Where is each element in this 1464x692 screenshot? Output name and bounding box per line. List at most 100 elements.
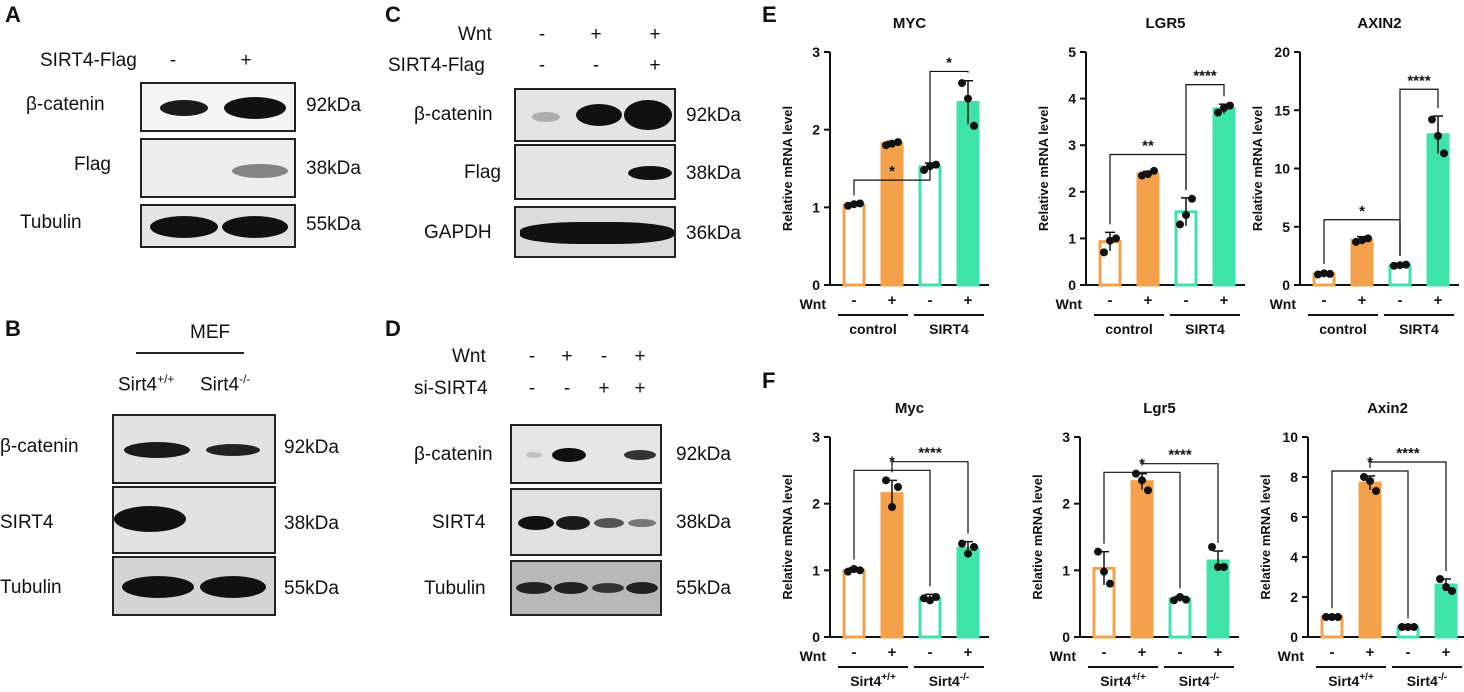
data-point	[1372, 487, 1380, 495]
y-tick-label: 3	[1062, 429, 1070, 445]
group-label-text: Sirt4	[1407, 673, 1438, 689]
blot-band	[554, 582, 588, 594]
significance-label: ****	[1168, 447, 1192, 464]
molecular-weight-label: 36kDa	[686, 223, 741, 244]
wnt-sign: +	[1144, 292, 1153, 309]
data-point	[958, 79, 966, 88]
data-point	[1106, 579, 1114, 588]
blot-band	[232, 164, 288, 178]
genotype-label-knockout: Sirt4-/-	[200, 372, 250, 396]
data-point	[882, 476, 890, 485]
treatment-label-sirt4-flag: SIRT4-Flag	[40, 50, 137, 71]
sign-lane-1: -	[528, 378, 536, 399]
blot-row-label: β-catenin	[414, 104, 493, 125]
blot-band	[222, 216, 288, 238]
y-tick-label: 2	[1290, 589, 1298, 605]
significance-label: *	[946, 54, 952, 71]
western-blot-tubulin	[112, 556, 276, 616]
y-tick-label: 0	[812, 629, 820, 645]
data-point	[970, 543, 978, 551]
group-label-text: SIRT4	[1399, 321, 1439, 337]
bar	[1136, 172, 1160, 287]
y-tick-label: 1	[812, 562, 820, 578]
panel-letter-f: F	[762, 368, 776, 393]
group-label-text: Sirt4	[1100, 673, 1131, 689]
panel-letter-e: E	[762, 2, 777, 27]
genotype-label-wildtype: Sirt4+/+	[118, 372, 174, 396]
significance-bracket	[1331, 470, 1409, 619]
data-point	[888, 503, 896, 511]
wnt-sign: -	[1178, 644, 1183, 661]
group-label: Sirt4-/-	[1407, 672, 1448, 689]
group-label-text: Sirt4	[1328, 673, 1359, 689]
sign-lane-2: -	[592, 55, 600, 76]
blot-band	[122, 576, 194, 598]
group-label-text: control	[1105, 321, 1152, 337]
y-tick-label: 1	[1062, 562, 1070, 578]
group-label-superscript: -/-	[1438, 672, 1447, 683]
panel-letter-a: A	[5, 2, 21, 27]
y-tick-label: 1	[1068, 230, 1076, 246]
blot-band	[114, 506, 186, 532]
data-point	[844, 201, 852, 210]
group-label-mef: MEF	[190, 322, 231, 343]
bar	[842, 203, 866, 287]
genotype-superscript: -/-	[239, 372, 251, 386]
data-point	[1436, 575, 1444, 583]
data-point	[1326, 269, 1334, 278]
blot-band	[628, 166, 672, 180]
data-point	[1138, 171, 1146, 180]
y-axis-label: Relative mRNA level	[1258, 474, 1273, 599]
western-blot-sirt4	[112, 486, 276, 554]
western-blot-gapdh	[514, 206, 676, 258]
molecular-weight-label: 92kDa	[686, 105, 741, 126]
western-blot-flag	[514, 144, 676, 200]
chart-title: Lgr5	[1143, 400, 1176, 417]
group-label-text: control	[849, 321, 896, 337]
blot-band	[624, 450, 656, 460]
western-blot-beta-catenin	[140, 82, 296, 132]
significance-label: ****	[1193, 68, 1217, 85]
data-point	[1434, 131, 1442, 140]
data-point	[1390, 261, 1398, 270]
wnt-sign: +	[1220, 292, 1229, 309]
blot-band	[526, 452, 542, 458]
blot-row-label: Tubulin	[424, 578, 486, 599]
significance-bracket	[1185, 84, 1225, 190]
data-point	[1226, 101, 1234, 110]
significance-bracket	[1103, 471, 1181, 589]
significance-label: ****	[1396, 445, 1420, 462]
blot-band	[518, 516, 554, 530]
western-blot-tubulin	[510, 560, 662, 616]
data-point	[1352, 237, 1360, 246]
group-label-superscript: -/-	[960, 672, 969, 683]
wnt-sign: -	[1322, 292, 1327, 309]
treatment-label-wnt: Wnt	[452, 346, 486, 367]
blot-band	[594, 518, 624, 528]
blot-band	[576, 104, 622, 126]
y-tick-label: 6	[1290, 509, 1298, 525]
genotype-text: Sirt4	[200, 374, 240, 396]
y-tick-label: 2	[1068, 184, 1076, 200]
western-blot-tubulin	[140, 204, 296, 248]
molecular-weight-label: 38kDa	[686, 163, 741, 184]
group-label: control	[849, 321, 896, 337]
y-tick-label: 0	[812, 277, 820, 293]
blot-band	[160, 100, 208, 116]
data-point	[1138, 476, 1146, 485]
y-tick-label: 2	[812, 122, 820, 138]
genotype-superscript: +/+	[157, 372, 175, 386]
data-point	[844, 567, 852, 576]
data-point	[1404, 623, 1412, 631]
y-tick-label: 20	[1274, 44, 1290, 60]
group-label-text: control	[1319, 321, 1366, 337]
data-point	[1106, 236, 1114, 245]
blot-band	[516, 582, 552, 594]
wnt-sign: -	[928, 644, 933, 661]
sign-lane-2: +	[240, 50, 252, 71]
significance-label: *	[1359, 203, 1365, 220]
wnt-sign: -	[1102, 644, 1107, 661]
blot-row-label: β-catenin	[414, 444, 493, 465]
chart-title: LGR5	[1145, 15, 1185, 32]
data-point	[1150, 166, 1158, 175]
